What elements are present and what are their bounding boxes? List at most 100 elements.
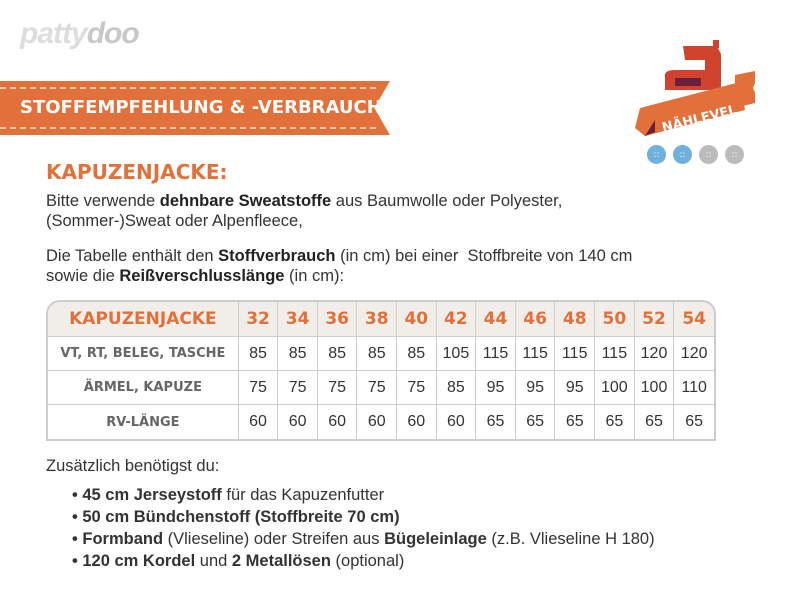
text: aus Baumwolle oder Polyester, [331,192,563,210]
text: Formband [82,530,164,548]
text: (in cm): [284,267,345,285]
table-cell: 75 [278,371,318,405]
list-item: 120 cm Kordel und 2 Metallösen (optional… [72,550,655,572]
table-cell: 75 [357,371,397,405]
pattydoo-logo: pattydoo [20,17,140,51]
fabric-table: KAPUZENJACKE 32 34 36 38 40 42 44 46 48 50 52 54 VT,… [46,300,716,441]
extra-title: Zusätzlich benötigst du: [46,457,220,475]
row-label: ÄRMEL, KAPUZE [48,371,239,405]
table-row: ÄRMEL, KAPUZE 75 75 75 75 75 85 95 95 95 100 100 110 [48,371,714,405]
page-heading: KAPUZENJACKE: [46,160,228,184]
text: 50 cm Bündchenstoff (Stoffbreite 70 cm) [82,508,400,526]
row-label: RV-LÄNGE [48,405,239,439]
size-header: 54 [674,302,714,337]
table-cell: 115 [476,337,516,371]
text: sowie die [46,267,120,285]
size-header: 52 [634,302,675,337]
table-cell: 105 [436,337,477,371]
text: Reißverschlusslänge [119,267,285,285]
button-icon: :: [673,145,692,164]
table-cell: 95 [555,371,596,405]
skill-level: :: :: :: :: [647,145,744,164]
table-cell: 85 [278,337,318,371]
text: (in cm) bei einer Stoffbreite von 140 cm [335,247,633,265]
button-icon: :: [699,145,718,164]
table-cell: 100 [595,371,635,405]
row-label: VT, RT, BELEG, TASCHE [48,337,239,371]
table-cell: 65 [476,405,516,439]
text: Stoffverbrauch [218,247,336,265]
table-cell: 65 [595,405,635,439]
table-cell: 115 [555,337,596,371]
size-header: 32 [238,302,279,337]
text: 45 cm Jerseystoff [82,486,222,504]
table-cell: 65 [635,405,675,439]
table-cell: 85 [397,337,437,371]
size-header: 44 [476,302,516,337]
table-cell: 75 [317,371,358,405]
text: 120 cm Kordel [82,552,196,570]
table-cell: 95 [476,371,516,405]
banner-title: STOFFEMPFEHLUNG & -VERBRAUCH [20,97,382,118]
extra-list: 45 cm Jerseystoff für das Kapuzenfutter … [72,484,655,572]
size-header: 46 [515,302,556,337]
table-cell: 60 [239,405,279,439]
table-cell: 60 [278,405,318,439]
text: (optional) [330,552,405,570]
table-cell: 85 [238,337,279,371]
table-cell: 65 [685,413,704,430]
table-cell: 60 [397,405,437,439]
sewing-machine-icon: NÄHLEVEL [635,40,755,136]
text: 2 Metallösen [231,552,331,570]
table-cell: 115 [515,337,556,371]
text: für das Kapuzenfutter [221,486,385,504]
table-cell: 85 [357,337,397,371]
size-header: 42 [436,302,477,337]
button-icon: :: [647,145,666,164]
table-cell: 60 [318,405,358,439]
table-row: VT, RT, BELEG, TASCHE 85 85 85 85 85 105 115 115… [48,337,714,371]
table-cell: 110 [674,371,714,405]
size-header: 36 [317,302,358,337]
table-cell: 120 [634,337,675,371]
table-row: RV-LÄNGE 60 60 60 60 60 60 65 65 65 65 65 65 [48,405,714,439]
intro-line: (Sommer-)Sweat oder Alpenfleece, [46,212,303,230]
table-cell: 85 [436,371,477,405]
size-header: 38 [357,302,397,337]
stitch-line [0,127,376,129]
intro-line: Die Tabelle enthält den Stoffverbrauch (… [46,246,632,266]
intro-line: Bitte verwende dehnbare Sweatstoffe aus … [46,191,562,211]
table-cell: 65 [516,405,556,439]
size-header: 34 [278,302,318,337]
size-header: 50 [595,302,635,337]
section-banner [0,81,390,135]
list-item: Formband (Vlieseline) oder Streifen aus … [72,528,655,550]
text: und [195,552,232,570]
text: Bitte verwende [46,192,160,210]
logo-part: doo [86,17,140,50]
text: (Vlieseline) oder Streifen aus [163,530,385,548]
table-cell: 95 [515,371,556,405]
text: (z.B. Vlieseline H 180) [486,530,655,548]
size-header: 48 [555,302,596,337]
table-cell: 75 [397,371,437,405]
text: Bügeleinlage [384,530,487,548]
table-header: KAPUZENJACKE [48,302,239,337]
text: dehnbare Sweatstoffe [159,192,332,210]
table-cell: 60 [357,405,397,439]
stitch-line [0,87,376,89]
text: Die Tabelle enthält den [46,247,219,265]
button-icon: :: [725,145,744,164]
size-header: 40 [397,302,437,337]
table-cell: 75 [238,371,279,405]
logo-part: patty [20,17,88,50]
table-cell: 100 [634,371,675,405]
list-item: 50 cm Bündchenstoff (Stoffbreite 70 cm) [72,506,655,528]
intro-line: sowie die Reißverschlusslänge (in cm): [46,266,344,286]
list-item: 45 cm Jerseystoff für das Kapuzenfutter [72,484,655,506]
table-cell: 115 [595,337,635,371]
table-cell: 60 [437,405,477,439]
table-cell: 85 [317,337,358,371]
table-cell: 65 [555,405,596,439]
table-header-row: KAPUZENJACKE 32 34 36 38 40 42 44 46 48 50 52 54 [48,302,714,337]
